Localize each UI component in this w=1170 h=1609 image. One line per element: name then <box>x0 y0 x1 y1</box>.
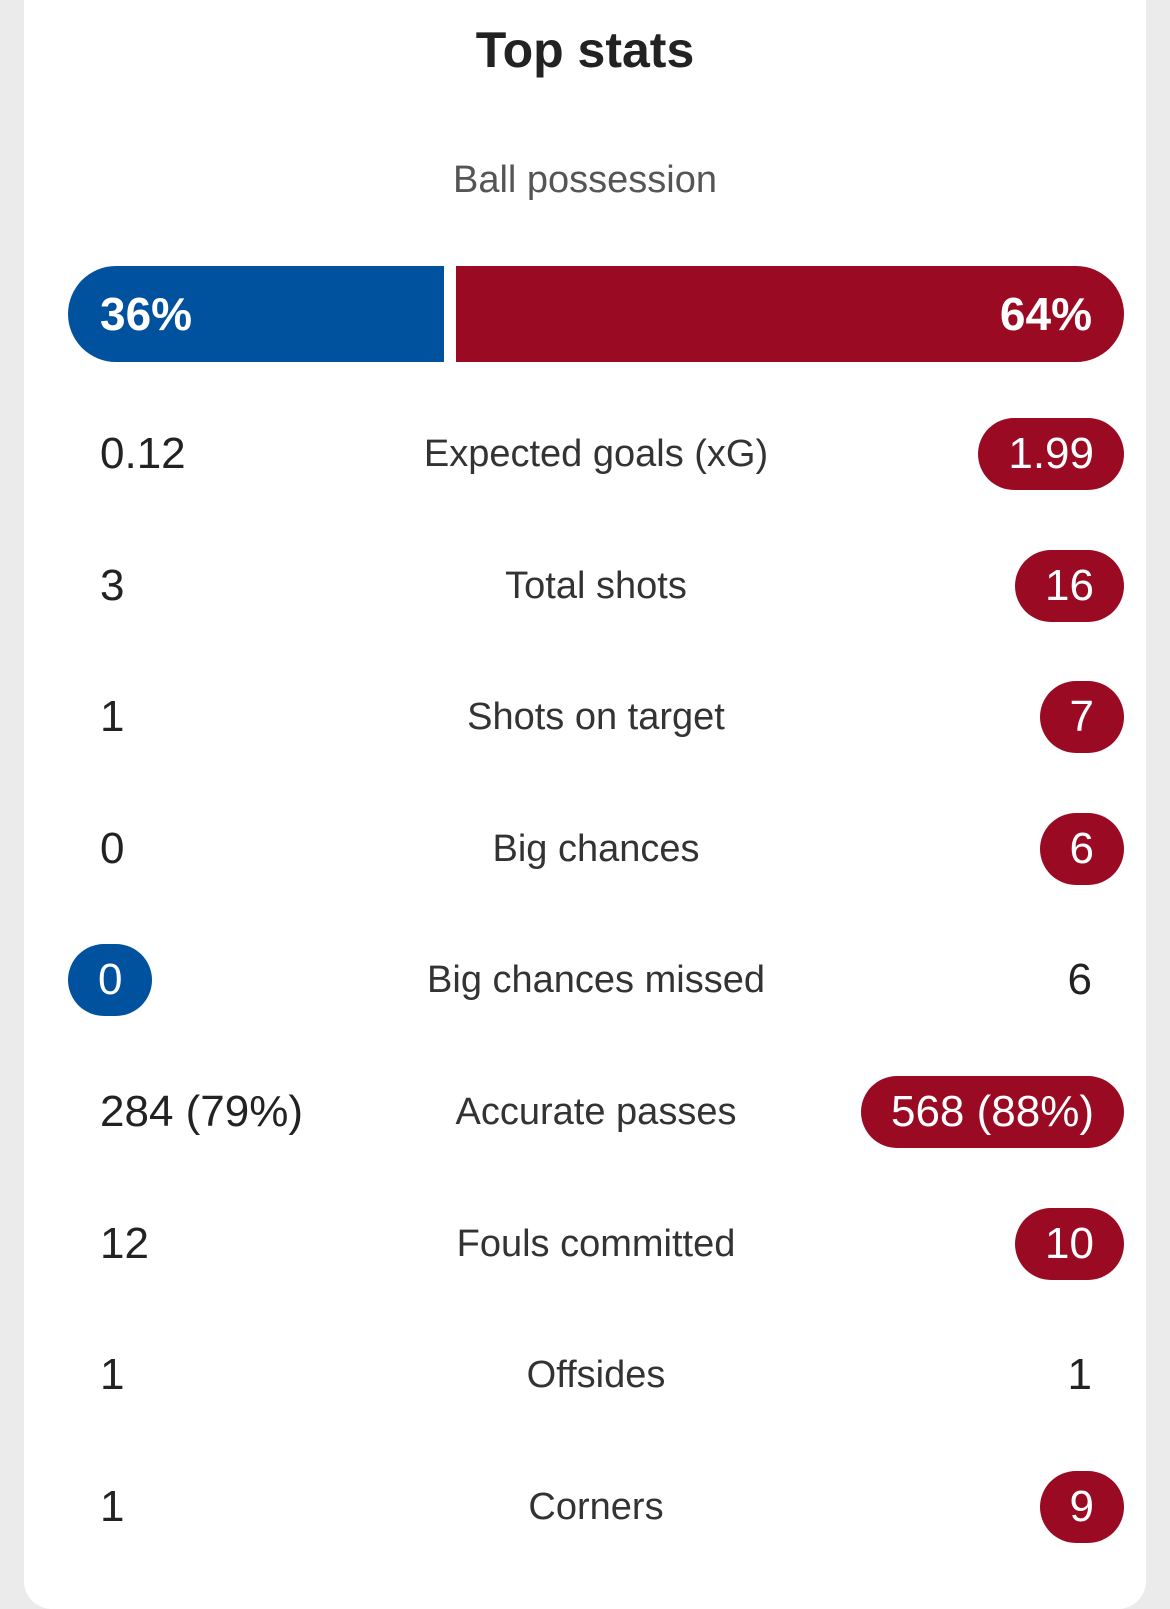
stat-label: Fouls committed <box>456 1223 736 1265</box>
stat-away-value: 1 <box>1067 1350 1092 1399</box>
stat-label: Total shots <box>505 565 687 607</box>
stat-row: Offsides 1 1 <box>68 1339 1124 1411</box>
stat-away-value: 7 <box>1039 681 1124 753</box>
stat-label: Corners <box>528 1486 664 1528</box>
stat-row: Total shots 3 16 <box>68 550 1124 622</box>
stat-away-value: 6 <box>1039 813 1124 885</box>
stat-home-value: 1 <box>100 1482 125 1531</box>
stat-away-value: 10 <box>1015 1208 1124 1280</box>
stat-label: Shots on target <box>467 696 725 738</box>
stat-away-value: 16 <box>1015 550 1124 622</box>
stat-home-value: 1 <box>100 692 125 741</box>
stat-row: Corners 1 9 <box>68 1471 1124 1543</box>
stat-home-value: 0 <box>100 824 125 873</box>
stat-label: Big chances <box>492 828 700 870</box>
stat-away-value: 6 <box>1067 955 1092 1004</box>
top-stats-card: Top stats Ball possession 36% 64% Expect… <box>24 0 1146 1609</box>
section-title: Top stats <box>475 22 695 78</box>
possession-bar: 36% 64% <box>68 266 1124 362</box>
stat-away-value: 568 (88%) <box>860 1076 1124 1148</box>
stat-home-value: 1 <box>100 1350 125 1399</box>
stat-away-value: 1.99 <box>978 418 1124 490</box>
possession-away-segment: 64% <box>456 266 1124 362</box>
stat-home-value: 284 (79%) <box>100 1087 304 1136</box>
possession-home-segment: 36% <box>68 266 444 362</box>
stat-row: Expected goals (xG) 0.12 1.99 <box>68 418 1124 490</box>
stat-row: Fouls committed 12 10 <box>68 1208 1124 1280</box>
stat-home-value: 3 <box>100 561 125 610</box>
stat-label: Offsides <box>526 1354 666 1396</box>
stat-home-value: 12 <box>100 1219 149 1268</box>
stat-row: Big chances missed 0 6 <box>68 944 1124 1016</box>
stat-label: Expected goals (xG) <box>423 433 769 475</box>
stat-home-value: 0 <box>68 944 153 1016</box>
stat-row: Shots on target 1 7 <box>68 681 1124 753</box>
stat-label: Accurate passes <box>455 1091 737 1133</box>
stat-home-value: 0.12 <box>100 429 186 478</box>
stat-away-value: 9 <box>1039 1471 1124 1543</box>
stat-label: Big chances missed <box>427 959 765 1001</box>
stat-row: Accurate passes 284 (79%) 568 (88%) <box>68 1076 1124 1148</box>
possession-label: Ball possession <box>452 159 718 201</box>
stat-row: Big chances 0 6 <box>68 813 1124 885</box>
